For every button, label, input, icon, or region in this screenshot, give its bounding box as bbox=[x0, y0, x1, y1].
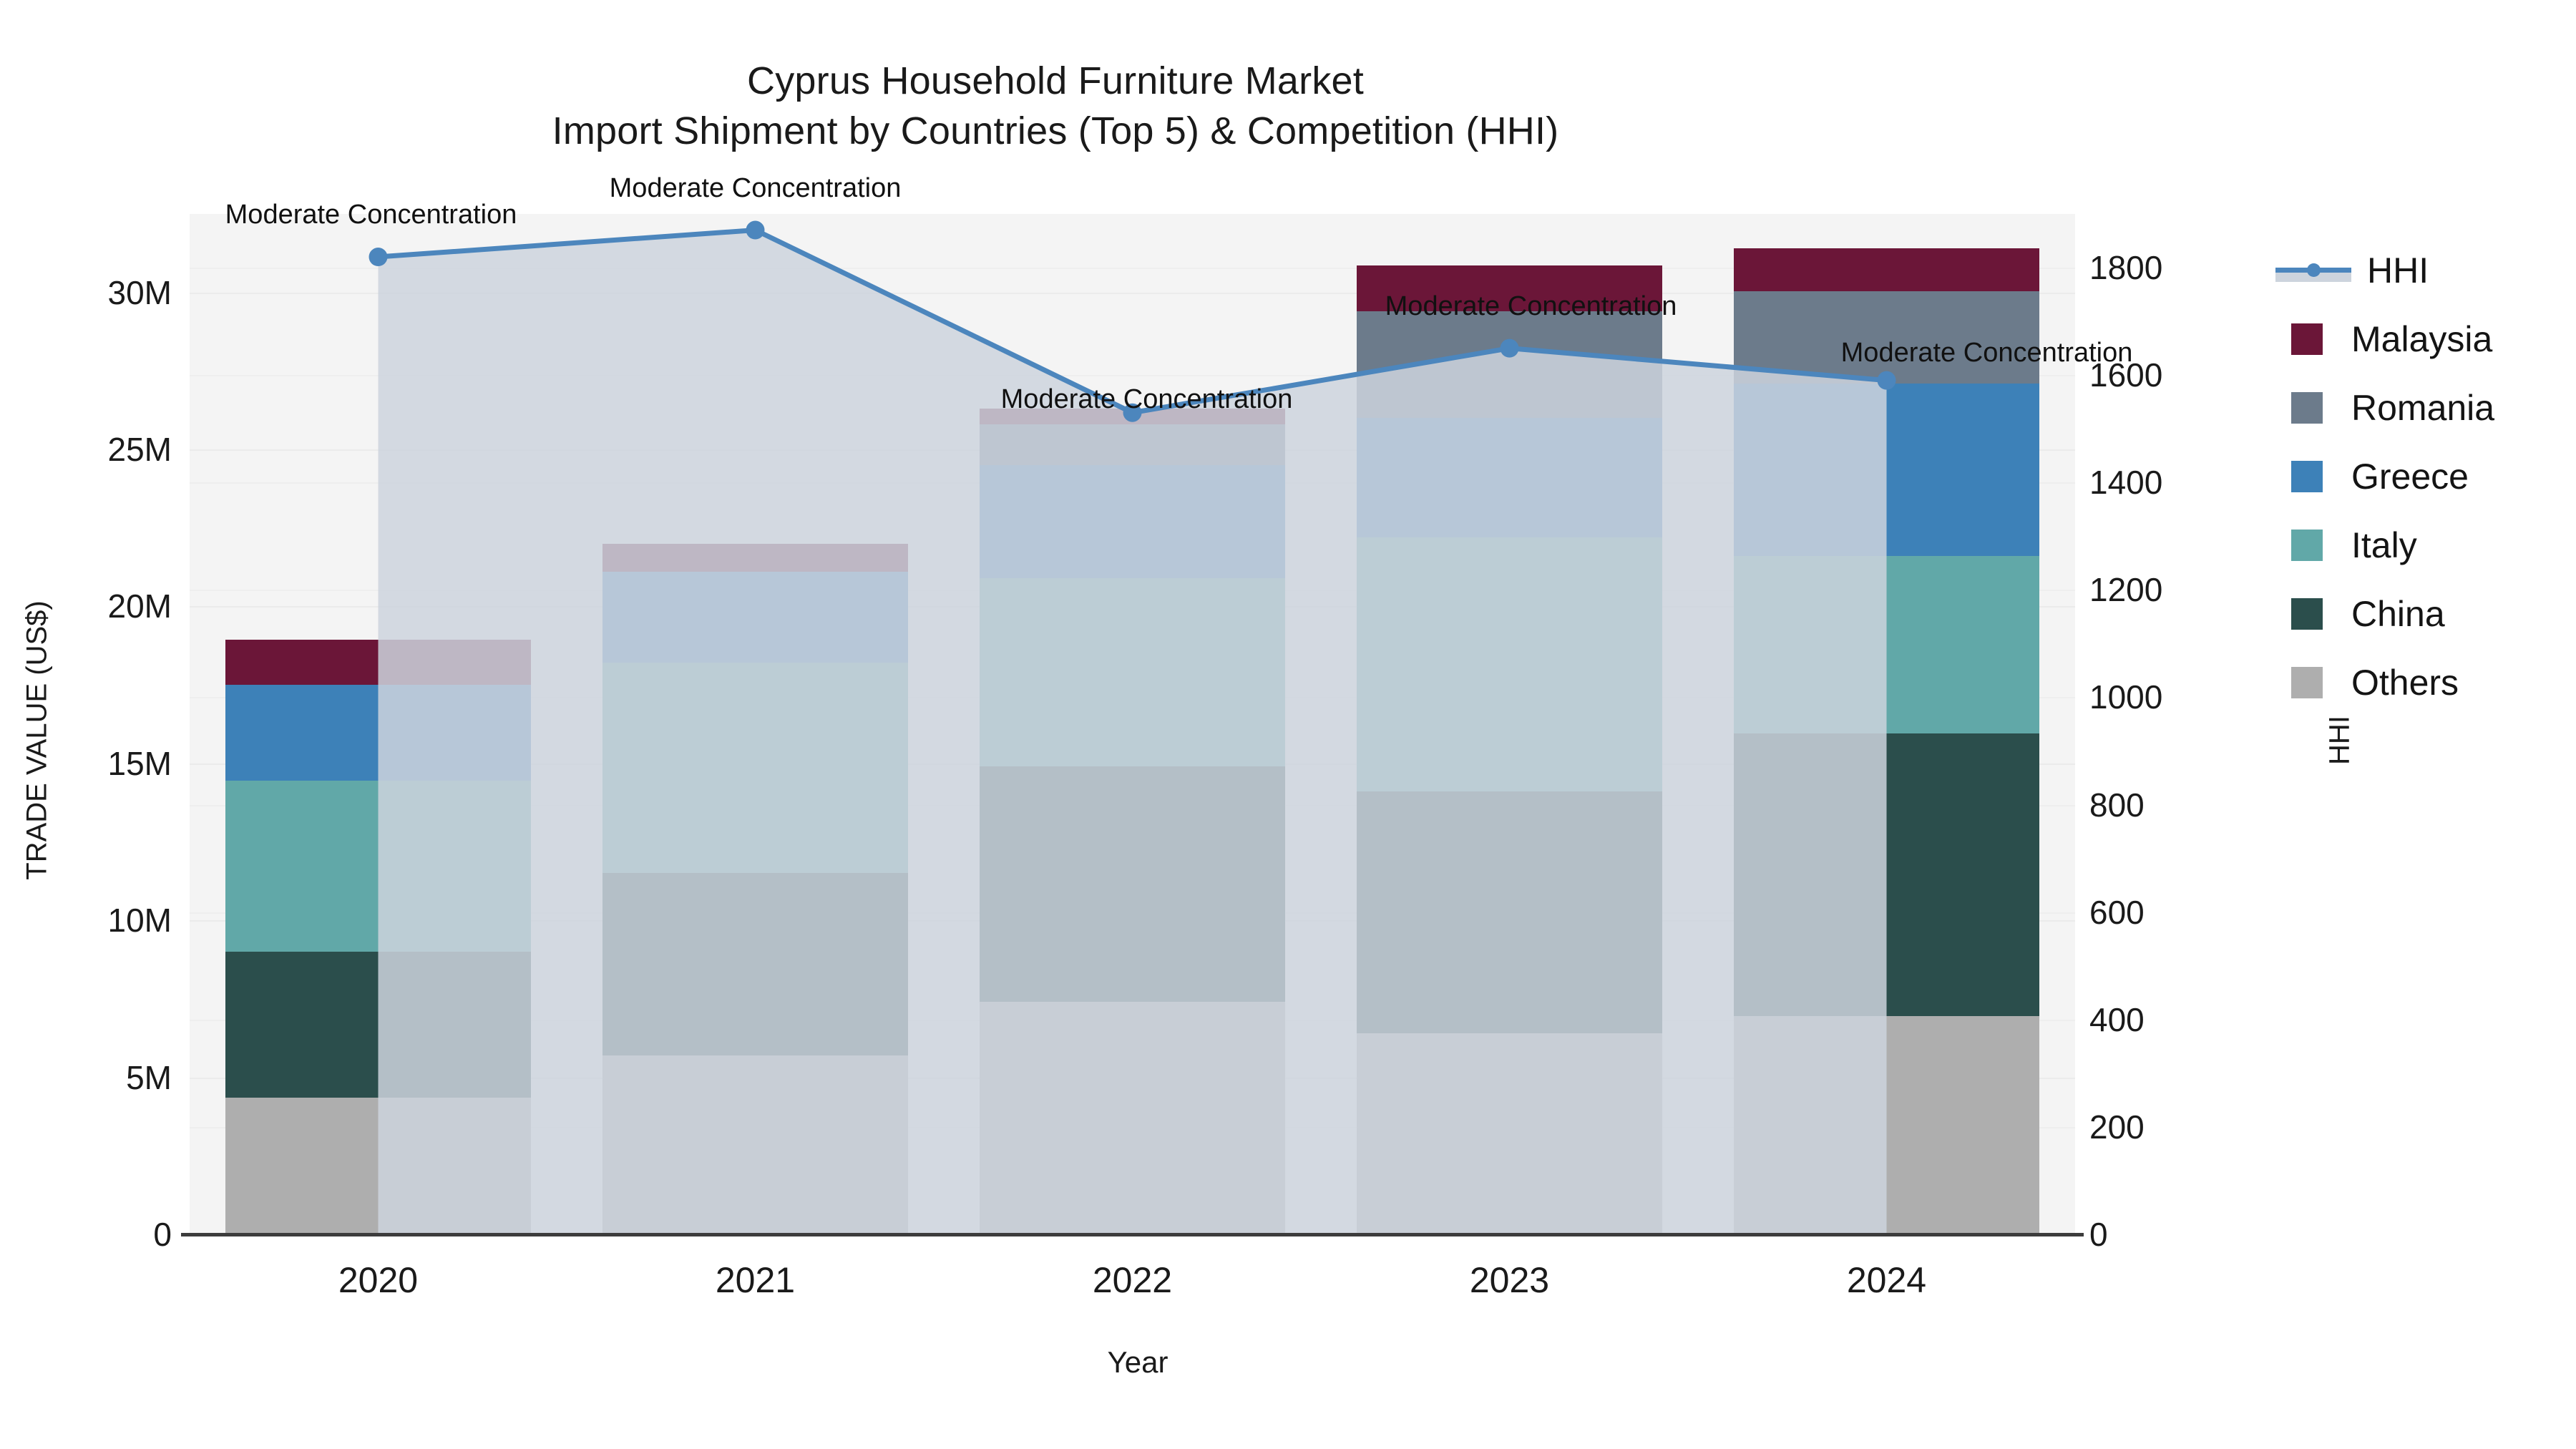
y-axis-right-tick-label: 200 bbox=[2089, 1108, 2145, 1146]
bar-segment-malaysia[interactable] bbox=[1734, 248, 2039, 291]
hhi-marker[interactable] bbox=[1123, 403, 1142, 422]
hhi-area-fill bbox=[378, 230, 1887, 1234]
gridline bbox=[190, 375, 2075, 377]
hhi-annotation: Moderate Concentration bbox=[609, 172, 902, 203]
y-axis-left-title: TRADE VALUE (US$) bbox=[21, 600, 53, 880]
legend-label: Italy bbox=[2351, 525, 2417, 565]
hhi-annotation: Moderate Concentration bbox=[1000, 384, 1293, 414]
bar-segment-malaysia[interactable] bbox=[1357, 265, 1662, 312]
chart-title-line-1: Cyprus Household Furniture Market bbox=[747, 59, 1364, 102]
x-axis-tick-label-2022: 2022 bbox=[1092, 1260, 1173, 1300]
x-axis-spine bbox=[181, 1233, 2084, 1236]
y-axis-left-tick-label: 15M bbox=[107, 744, 172, 782]
legend-marker-icon bbox=[2307, 263, 2321, 277]
legend-swatch-malaysia bbox=[2291, 323, 2323, 355]
legend-item-italy[interactable]: Italy bbox=[2275, 511, 2576, 580]
chart-title: Cyprus Household Furniture Market Import… bbox=[0, 56, 2111, 156]
y-axis-right-tick-label: 1400 bbox=[2089, 464, 2163, 502]
y-axis-right-tick-label: 1200 bbox=[2089, 571, 2163, 609]
y-axis-left-tick-label: 10M bbox=[107, 902, 172, 940]
legend-item-hhi[interactable]: HHI bbox=[2275, 236, 2576, 305]
y-axis-left-tick-label: 0 bbox=[153, 1216, 172, 1253]
legend-line-sample bbox=[2275, 255, 2351, 286]
y-axis-right-tick-label: 1800 bbox=[2089, 249, 2163, 287]
legend-label: Malaysia bbox=[2351, 319, 2493, 359]
gridline bbox=[190, 268, 2075, 270]
y-axis-left-tick-label: 25M bbox=[107, 431, 172, 469]
hhi-markers bbox=[369, 220, 1896, 422]
legend-label: China bbox=[2351, 594, 2445, 634]
y-axis-right-tick-label: 400 bbox=[2089, 1000, 2145, 1038]
legend-item-china[interactable]: China bbox=[2275, 580, 2576, 648]
x-axis-tick-label-2024: 2024 bbox=[1846, 1260, 1927, 1300]
hhi-marker[interactable] bbox=[746, 220, 765, 240]
legend-swatch-italy bbox=[2291, 530, 2323, 561]
x-axis-tick-label-2023: 2023 bbox=[1469, 1260, 1550, 1300]
hhi-marker[interactable] bbox=[1500, 338, 1519, 358]
legend-label: Greece bbox=[2351, 457, 2469, 497]
plot-area: Moderate Concentration Moderate Concentra… bbox=[190, 173, 2132, 1236]
legend-swatch-others bbox=[2291, 667, 2323, 698]
hhi-annotation: Moderate Concentration bbox=[1840, 337, 2133, 368]
legend-item-greece[interactable]: Greece bbox=[2275, 442, 2576, 511]
y-axis-left-tick-label: 5M bbox=[126, 1058, 172, 1096]
y-axis-left-tick-label: 20M bbox=[107, 587, 172, 625]
legend-label: Romania bbox=[2351, 388, 2495, 428]
hhi-annotation: Moderate Concentration bbox=[1385, 291, 1677, 321]
x-axis-tick-label-2021: 2021 bbox=[715, 1260, 796, 1300]
legend-label: HHI bbox=[2367, 250, 2429, 291]
bar-segment-romania[interactable] bbox=[1734, 291, 2039, 384]
y-axis-right-tick-label: 1600 bbox=[2089, 356, 2163, 394]
legend-item-romania[interactable]: Romania bbox=[2275, 374, 2576, 442]
gridline bbox=[190, 292, 2075, 294]
y-axis-right-tick-label: 0 bbox=[2089, 1216, 2108, 1253]
y-axis-right-tick-label: 1000 bbox=[2089, 678, 2163, 716]
chart-title-line-2: Import Shipment by Countries (Top 5) & C… bbox=[552, 109, 1559, 153]
x-axis-tick-label-2020: 2020 bbox=[338, 1260, 419, 1300]
legend-swatch-greece bbox=[2291, 461, 2323, 492]
y-axis-right-tick-label: 600 bbox=[2089, 893, 2145, 931]
legend-item-malaysia[interactable]: Malaysia bbox=[2275, 305, 2576, 374]
hhi-annotation: Moderate Concentration bbox=[225, 200, 517, 230]
hhi-line-layer bbox=[369, 220, 1896, 1234]
y-axis-right-tick-label: 800 bbox=[2089, 786, 2145, 824]
hhi-marker[interactable] bbox=[369, 248, 388, 267]
legend-item-others[interactable]: Others bbox=[2275, 648, 2576, 717]
hhi-marker[interactable] bbox=[1877, 371, 1896, 390]
x-axis-title: Year bbox=[1107, 1345, 1169, 1379]
legend-swatch-romania bbox=[2291, 392, 2323, 424]
legend-swatch-china bbox=[2291, 598, 2323, 630]
legend-label: Others bbox=[2351, 663, 2459, 703]
y-axis-left-tick-label: 30M bbox=[107, 273, 172, 311]
legend: HHI Malaysia Romania Greece Italy China Others bbox=[2275, 236, 2576, 717]
